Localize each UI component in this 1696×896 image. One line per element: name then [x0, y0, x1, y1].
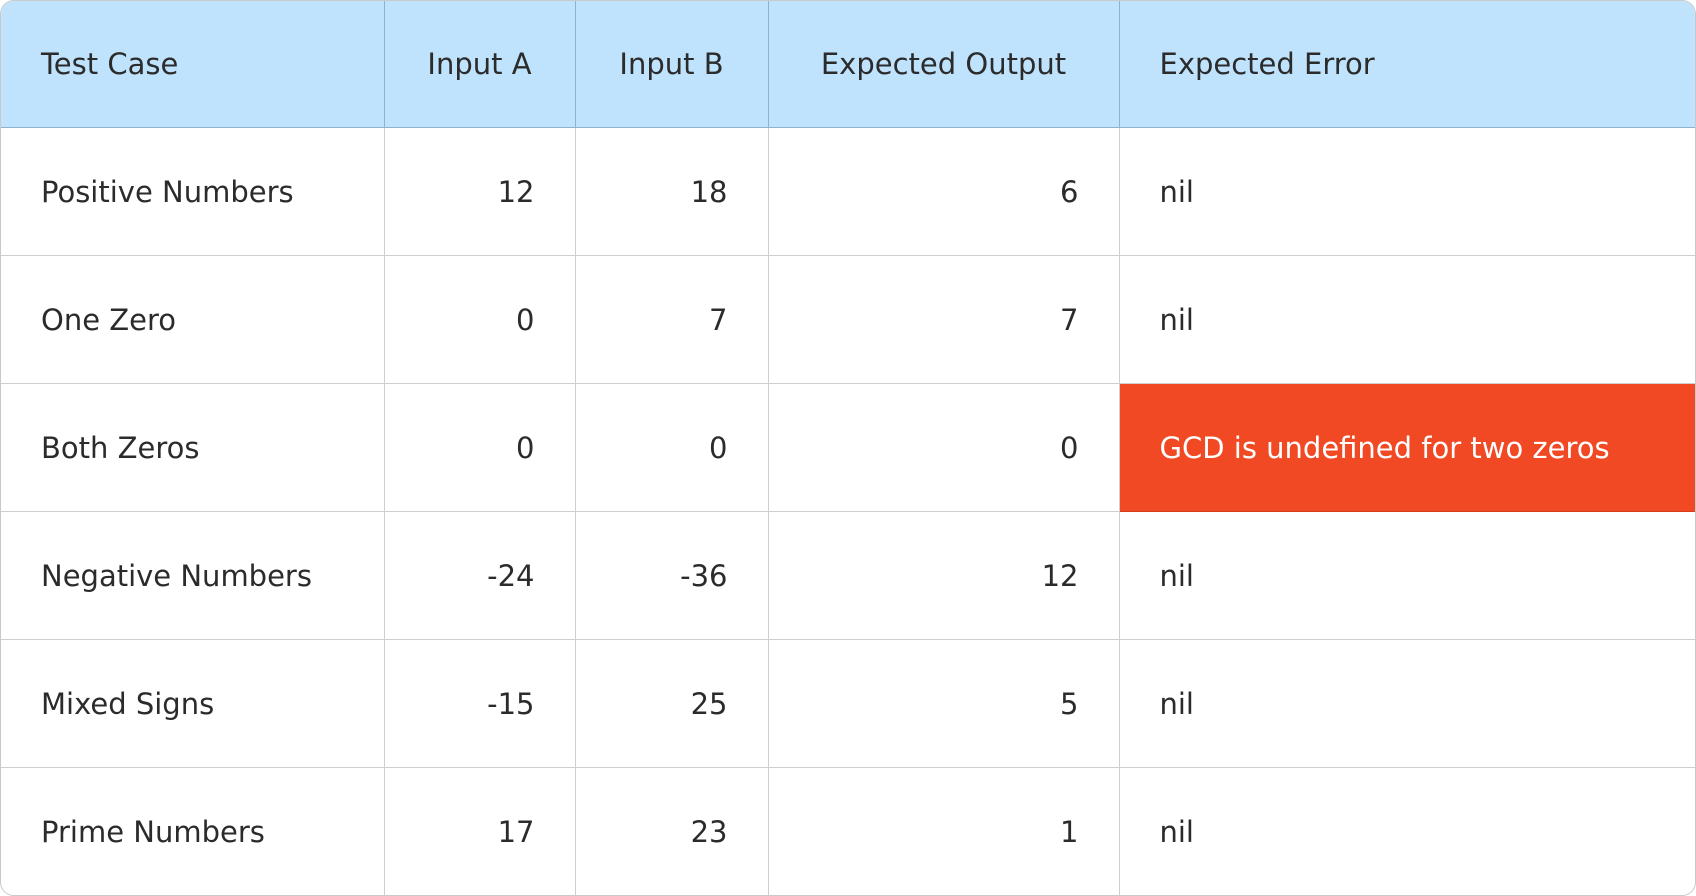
header-row: Test Case Input A Input B Expected Output Ex…: [1, 1, 1695, 128]
table-cell: 7: [767, 255, 1120, 384]
table-row: One Zero 0 7 7 nil: [1, 255, 1695, 384]
table-cell: Negative Numbers: [1, 511, 385, 640]
header-cell: Test Case: [1, 1, 385, 128]
table-cell: Prime Numbers: [1, 767, 385, 895]
table-cell: 12: [767, 511, 1120, 640]
table-row: Negative Numbers -24 -36 12 nil: [1, 511, 1695, 640]
table-cell: 25: [574, 639, 769, 768]
table-cell: 6: [767, 127, 1120, 256]
table-cell: One Zero: [1, 255, 385, 384]
table-cell: 12: [383, 127, 576, 256]
table-row: Positive Numbers 12 18 6 nil: [1, 127, 1695, 256]
table-cell: nil: [1118, 127, 1695, 256]
table-cell: Mixed Signs: [1, 639, 385, 768]
table-cell: 23: [574, 767, 769, 895]
table-header: Test Case Input A Input B Expected Output Ex…: [1, 1, 1695, 128]
table-cell: 7: [574, 255, 769, 384]
table-body: Positive Numbers 12 18 6 nil One Zero 0 7 7 nil Bo…: [1, 127, 1695, 895]
header-cell: Expected Error: [1118, 1, 1695, 128]
table-row: Prime Numbers 17 23 1 nil: [1, 767, 1695, 895]
table-cell: 0: [574, 383, 769, 512]
table-row: Mixed Signs -15 25 5 nil: [1, 639, 1695, 768]
table-cell: nil: [1118, 639, 1695, 768]
header-cell: Expected Output: [767, 1, 1120, 128]
table-cell: 18: [574, 127, 769, 256]
table-cell: 17: [383, 767, 576, 895]
header-cell: Input A: [383, 1, 576, 128]
table-row: Both Zeros 0 0 0 GCD is undefined for two ze…: [1, 383, 1695, 512]
table-cell: 1: [767, 767, 1120, 895]
error-cell: GCD is undefined for two zeros: [1118, 383, 1695, 512]
table-cell: -15: [383, 639, 576, 768]
table-cell: -24: [383, 511, 576, 640]
header-cell: Input B: [574, 1, 769, 128]
table-cell: 0: [383, 255, 576, 384]
table-cell: Both Zeros: [1, 383, 385, 512]
table-cell: 5: [767, 639, 1120, 768]
table-cell: nil: [1118, 767, 1695, 895]
table-cell: 0: [767, 383, 1120, 512]
table-cell: nil: [1118, 511, 1695, 640]
table-cell: 0: [383, 383, 576, 512]
table-cell: -36: [574, 511, 769, 640]
table-cell: nil: [1118, 255, 1695, 384]
table-cell: Positive Numbers: [1, 127, 385, 256]
